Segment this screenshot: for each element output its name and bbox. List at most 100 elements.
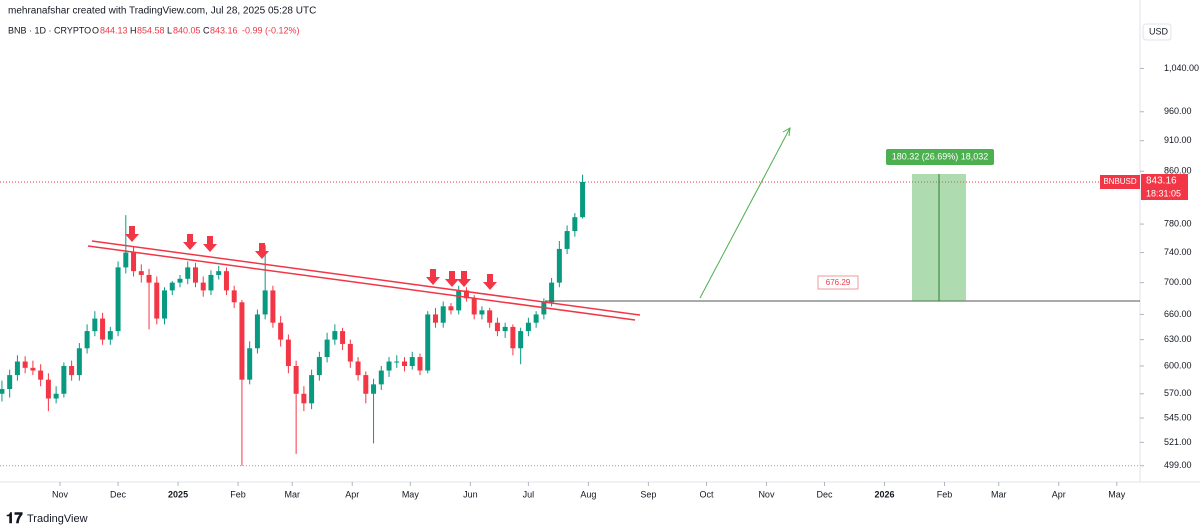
candle-body bbox=[162, 290, 168, 319]
candle-body bbox=[247, 348, 253, 380]
arrow bbox=[125, 226, 139, 242]
candle-body bbox=[169, 282, 175, 291]
ticker: BNBUSD bbox=[1103, 177, 1137, 186]
candle-body bbox=[239, 302, 245, 380]
candle-body bbox=[146, 274, 152, 283]
x-tick-label: May bbox=[1108, 489, 1126, 499]
countdown: 18:31:05 bbox=[1146, 188, 1181, 198]
x-tick-label: Feb bbox=[230, 489, 246, 499]
high: 854.58 bbox=[137, 25, 165, 35]
projection-arrow bbox=[699, 127, 791, 299]
x-tick-label: 2026 bbox=[875, 489, 895, 499]
candle-body bbox=[432, 314, 438, 323]
candle-body bbox=[332, 331, 338, 340]
x-tick-label: Dec bbox=[817, 489, 834, 499]
candle-body bbox=[402, 361, 408, 367]
arrows bbox=[125, 226, 497, 290]
x-tick-label: Oct bbox=[699, 489, 714, 499]
level-label-box bbox=[817, 275, 859, 290]
candle-body bbox=[425, 314, 431, 371]
low: 840.05 bbox=[173, 25, 201, 35]
candle-body bbox=[115, 267, 121, 332]
candle-body bbox=[45, 379, 51, 399]
arrow bbox=[183, 234, 197, 250]
y-tick-label: 499.00 bbox=[1164, 460, 1192, 470]
candle-body bbox=[394, 361, 400, 363]
candle-body bbox=[378, 370, 384, 385]
x-tick-label: 2025 bbox=[168, 489, 188, 499]
h-label: H bbox=[130, 25, 137, 35]
candle-body bbox=[487, 310, 493, 323]
candle-body bbox=[231, 290, 237, 303]
candle-body bbox=[92, 318, 98, 332]
candle-body bbox=[340, 331, 346, 344]
candle-body bbox=[22, 361, 28, 368]
x-tick-label: Aug bbox=[580, 489, 596, 499]
x-tick-label: Apr bbox=[1052, 489, 1066, 499]
y-tick-label: 630.00 bbox=[1164, 334, 1192, 344]
y-tick-label: 660.00 bbox=[1164, 309, 1192, 319]
candle-body bbox=[564, 231, 570, 249]
candle-body bbox=[61, 366, 67, 394]
candle-body bbox=[262, 290, 268, 315]
price-box bbox=[1141, 174, 1188, 200]
open: 844.13 bbox=[100, 25, 128, 35]
candle-body bbox=[223, 271, 229, 291]
candle-body bbox=[53, 393, 59, 399]
l-label: L bbox=[167, 25, 172, 35]
candle-body bbox=[463, 290, 469, 299]
range-label-box bbox=[886, 149, 994, 165]
candle-body bbox=[347, 343, 353, 362]
candle-body bbox=[440, 306, 446, 323]
candle-body bbox=[316, 357, 322, 376]
candle-body bbox=[448, 306, 454, 311]
credit: mehranafshar created with TradingView.co… bbox=[8, 6, 316, 17]
candle-body bbox=[525, 322, 531, 332]
y-tick-label: 570.00 bbox=[1164, 388, 1192, 398]
candle-body bbox=[100, 318, 106, 340]
candle-body bbox=[154, 282, 160, 319]
brand[interactable]: TradingView bbox=[27, 513, 88, 525]
currency-box[interactable] bbox=[1142, 23, 1172, 41]
candle-body bbox=[309, 375, 315, 404]
candle-body bbox=[471, 298, 477, 315]
candle-body bbox=[518, 331, 524, 349]
arrow bbox=[483, 274, 497, 290]
y-tick-label: 521.00 bbox=[1164, 437, 1192, 447]
candle-body bbox=[409, 357, 415, 367]
candle-body bbox=[270, 290, 276, 323]
y-tick-label: 860.00 bbox=[1164, 166, 1192, 176]
y-tick-label: 780.00 bbox=[1164, 218, 1192, 228]
currency[interactable]: USD bbox=[1149, 26, 1169, 36]
symbol: BNB · 1D · CRYPTO bbox=[8, 25, 91, 35]
y-tick-label: 910.00 bbox=[1164, 135, 1192, 145]
candle-body bbox=[192, 267, 198, 283]
candle-body bbox=[494, 322, 500, 332]
candle-body bbox=[84, 331, 90, 349]
x-tick-label: Jun bbox=[463, 489, 478, 499]
candle-body bbox=[216, 271, 222, 275]
change: -0.99 (-0.12%) bbox=[242, 25, 300, 35]
x-tick-label: Feb bbox=[937, 489, 953, 499]
close: 843.16 bbox=[210, 25, 238, 35]
x-tick-label: Sep bbox=[640, 489, 656, 499]
candle-body bbox=[69, 366, 75, 376]
candle-body bbox=[278, 322, 284, 340]
y-tick-label: 960.00 bbox=[1164, 106, 1192, 116]
trend-line bbox=[87, 245, 636, 321]
candle-body bbox=[580, 181, 586, 218]
candle-body bbox=[456, 290, 462, 311]
x-tick-label: May bbox=[402, 489, 420, 499]
plot: 499.00 521.00 545.00 570.00 600.00 630.00 660.… bbox=[0, 63, 1199, 499]
x-tick-label: Apr bbox=[345, 489, 359, 499]
candle-body bbox=[556, 248, 562, 283]
candle-body bbox=[30, 367, 36, 371]
ticker-box bbox=[1100, 175, 1140, 189]
candle-body bbox=[38, 370, 44, 380]
candle-body bbox=[208, 274, 214, 291]
range-label: 180.32 (26.69%) 18,032 bbox=[892, 151, 989, 161]
last-price: 843.16 bbox=[1146, 176, 1177, 187]
candle-body bbox=[123, 252, 129, 268]
